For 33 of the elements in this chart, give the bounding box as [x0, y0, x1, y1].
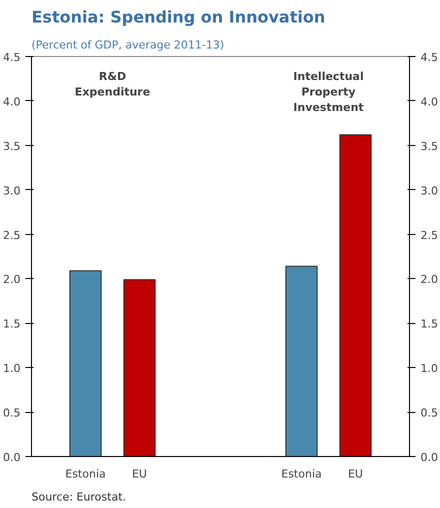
- y2-tick-label: 3.0: [420, 184, 438, 198]
- y-tick-label: 2.0: [3, 273, 21, 286]
- y2-tick-label: 4.5: [420, 51, 438, 64]
- y2-tick-label: 3.5: [420, 140, 438, 153]
- y-tick-label: 2.5: [3, 228, 21, 242]
- x-tick-label: EU: [348, 468, 364, 480]
- y-tick-label: 4.5: [3, 51, 21, 64]
- x-tick-label: Estonia: [281, 468, 322, 480]
- y2-tick-label: 1.0: [420, 362, 438, 376]
- y-tick-label: 0.5: [3, 406, 21, 420]
- annotation: Intellectual Property Investment: [293, 70, 364, 114]
- chart-subtitle: (Percent of GDP, average 2011-13): [32, 38, 224, 52]
- y-tick-label: 0.0: [3, 451, 21, 464]
- x-tick-label: Estonia: [65, 468, 106, 480]
- y2-tick-label: 4.0: [420, 95, 438, 108]
- x-tick-label: EU: [132, 468, 148, 480]
- y-tick-label: 4.0: [3, 95, 21, 108]
- y-tick-label: 1.5: [3, 318, 21, 331]
- chart-title: Estonia: Spending on Innovation: [32, 8, 326, 26]
- y-tick-label: 1.0: [3, 362, 21, 376]
- y2-tick-label: 2.5: [420, 228, 438, 242]
- y-tick-label: 3.0: [3, 184, 21, 198]
- bar: [339, 134, 372, 456]
- source-note: Source: Eurostat.: [32, 490, 126, 504]
- bar: [69, 270, 102, 456]
- y-tick-label: 3.5: [3, 140, 21, 153]
- y2-tick-label: 2.0: [420, 273, 438, 286]
- y2-tick-label: 0.0: [420, 451, 438, 464]
- y2-tick-label: 1.5: [420, 318, 438, 331]
- bar: [123, 279, 156, 456]
- y2-tick-label: 0.5: [420, 406, 438, 420]
- bar: [285, 266, 318, 456]
- annotation: R&D Expenditure: [74, 70, 150, 98]
